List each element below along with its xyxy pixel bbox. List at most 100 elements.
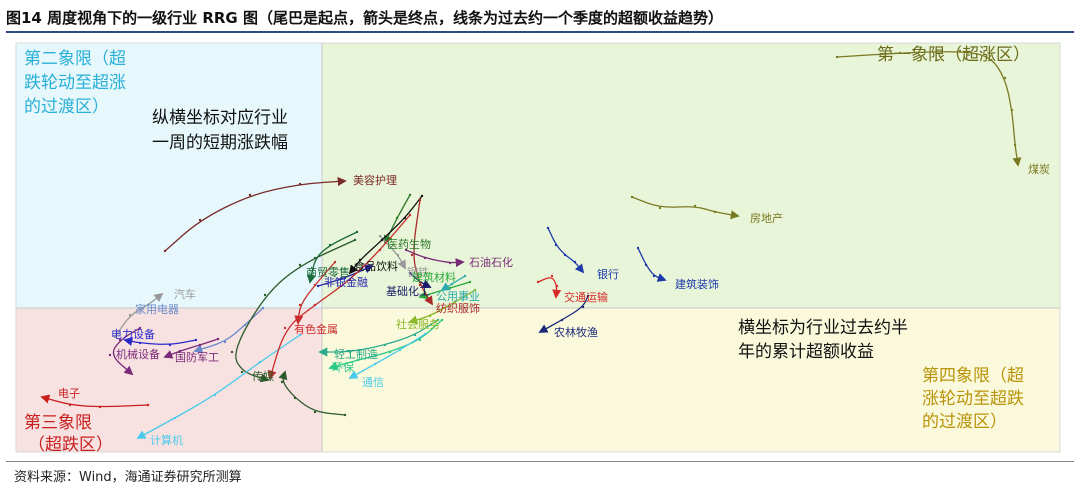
series-point xyxy=(283,326,287,330)
series-point xyxy=(223,340,227,344)
quadrant-1-label: 第一象限（超涨区） xyxy=(877,45,1030,65)
quadrant-3-label-1: 第三象限 xyxy=(24,413,92,433)
series-line xyxy=(278,370,346,416)
series-point xyxy=(373,362,377,366)
series-point xyxy=(194,338,198,342)
series-point xyxy=(396,253,400,257)
series-label: 建筑装饰 xyxy=(675,277,719,291)
series-point xyxy=(138,341,142,345)
y-axis-note-2: 一周的短期涨跌幅 xyxy=(152,133,288,153)
series-point xyxy=(146,303,150,307)
series-label: 通信 xyxy=(362,376,384,389)
quadrant-2-label-3: 的过渡区） xyxy=(24,97,109,117)
series-line xyxy=(267,214,411,380)
quadrant-2-label-2: 跌轮动至超涨 xyxy=(24,73,126,93)
series-point xyxy=(448,286,452,290)
series-label: 家用电器 xyxy=(135,302,179,316)
series-point xyxy=(240,370,244,374)
series-label: 银行 xyxy=(597,267,619,281)
series-point xyxy=(555,284,559,288)
series-label: 环保 xyxy=(332,360,354,374)
series-point xyxy=(450,282,454,286)
series-point xyxy=(198,218,202,222)
series-point xyxy=(113,335,117,339)
series-point xyxy=(313,410,317,414)
series-point xyxy=(420,194,424,198)
series-line xyxy=(538,295,589,333)
series-point xyxy=(468,280,472,284)
series-point xyxy=(313,303,317,307)
footer-rule xyxy=(6,461,1074,462)
series-point xyxy=(410,253,414,257)
series-point xyxy=(581,305,585,309)
series-line xyxy=(348,195,423,275)
series-point xyxy=(395,216,399,220)
series-line xyxy=(384,194,411,245)
series-line xyxy=(547,227,585,274)
series-label: 电力设备 xyxy=(111,327,155,341)
quadrant-2-bg xyxy=(16,43,322,308)
series-line xyxy=(235,239,356,383)
series-point xyxy=(536,280,540,284)
series-line xyxy=(348,333,426,379)
series-label: 房地产 xyxy=(750,211,783,225)
series-point xyxy=(168,343,172,347)
series-label: 医药生物 xyxy=(387,237,431,251)
series-point xyxy=(146,403,150,407)
series-label: 轻工制造 xyxy=(334,347,378,361)
series-point xyxy=(261,306,265,310)
series-point xyxy=(348,278,352,282)
series-label: 公用事业 xyxy=(436,290,480,303)
series-line xyxy=(163,338,219,359)
series-point xyxy=(298,182,302,186)
series-point xyxy=(173,416,177,420)
series-point xyxy=(573,260,577,264)
series-point xyxy=(560,318,564,322)
series-point xyxy=(644,263,648,267)
series-point xyxy=(408,193,412,197)
series-point xyxy=(118,338,122,342)
series-point xyxy=(216,337,220,341)
series-point xyxy=(98,405,102,409)
series-point xyxy=(473,288,477,292)
series-point xyxy=(383,343,387,347)
series-point xyxy=(423,256,427,260)
series-point xyxy=(398,348,402,352)
series-point xyxy=(630,195,634,199)
series-line xyxy=(537,277,562,299)
series-point xyxy=(298,333,302,337)
series-point xyxy=(378,248,382,252)
series-point xyxy=(423,332,427,336)
series-line xyxy=(114,292,164,338)
series-point xyxy=(1013,143,1017,147)
series-point xyxy=(546,226,550,230)
series-point xyxy=(418,283,422,287)
series-line xyxy=(631,196,740,220)
series-point xyxy=(358,258,362,262)
series-point xyxy=(413,333,417,337)
series-line xyxy=(318,319,439,357)
series-label: 有色金属 xyxy=(294,322,338,336)
series-point xyxy=(380,238,384,242)
series-label: 社会服务 xyxy=(396,317,440,331)
series-point xyxy=(138,326,142,330)
series-point xyxy=(356,358,360,362)
series-point xyxy=(408,271,412,275)
series-line xyxy=(413,199,433,306)
series-point xyxy=(418,338,422,342)
series-label: 机械设备 xyxy=(116,347,160,361)
series-point xyxy=(333,260,337,264)
quadrant-1-bg xyxy=(322,43,1060,308)
series-point xyxy=(958,49,962,53)
quadrant-3-bg xyxy=(16,308,322,452)
quadrant-4-label-3: 的过渡区） xyxy=(922,412,1007,432)
series-point xyxy=(213,393,217,397)
series-point xyxy=(198,343,202,347)
series-label: 非银金融 xyxy=(324,275,368,289)
series-label: 建筑材料 xyxy=(412,270,456,284)
series-label: 交通运输 xyxy=(564,290,608,304)
series-line xyxy=(836,51,1022,167)
series-line xyxy=(317,264,374,287)
quadrant-2-label-1: 第二象限（超 xyxy=(24,49,126,69)
series-point xyxy=(280,380,284,384)
